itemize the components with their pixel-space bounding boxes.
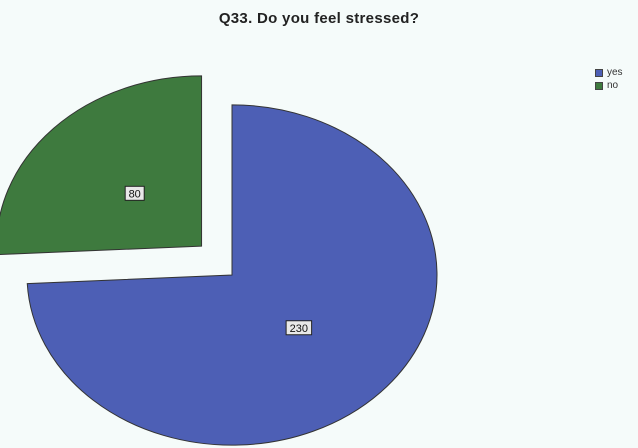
data-label-box-no [124, 185, 145, 201]
legend-label-yes: yes [607, 67, 623, 78]
pie-slice-no [0, 75, 203, 256]
legend-label-no: no [607, 80, 619, 91]
legend-swatch-yes [595, 68, 603, 77]
chart-title: Q33. Do you feel stressed? [218, 10, 420, 27]
data-label-no: 80 [129, 188, 141, 200]
data-label-box-yes [285, 320, 313, 336]
data-label-yes: 230 [290, 323, 308, 335]
legend-swatch-no [595, 81, 603, 90]
legend-item-no: no [595, 79, 623, 92]
pie-slice-yes [26, 104, 438, 446]
legend-item-yes: yes [595, 66, 623, 79]
legend: yes no [595, 66, 623, 92]
